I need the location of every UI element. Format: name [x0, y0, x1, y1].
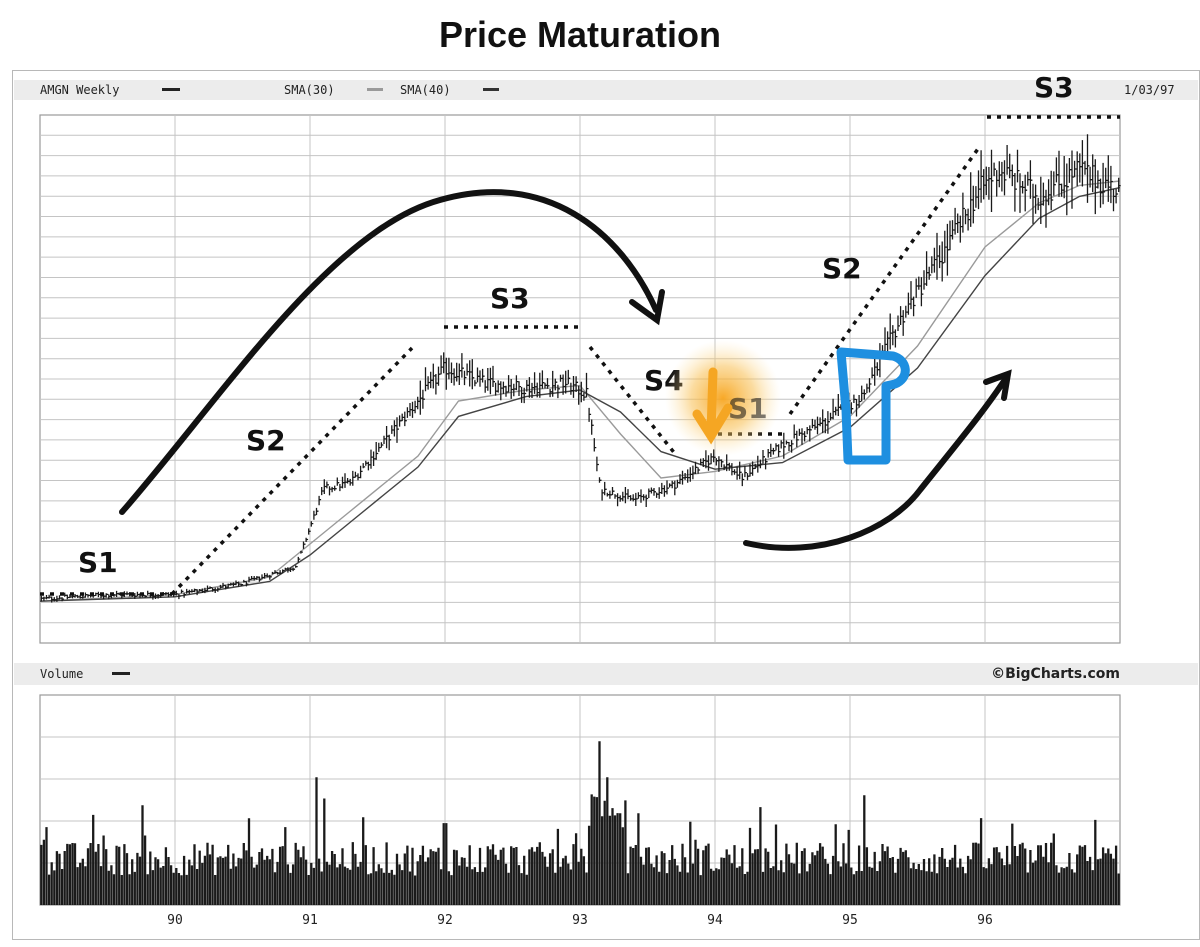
- blue-highlight-marker: [836, 347, 910, 465]
- stage-label-s1-second: S1: [728, 392, 768, 425]
- curved-arrow-down-icon: [119, 189, 665, 515]
- s4-decline-guide: [588, 345, 678, 457]
- volume-bars-group: [40, 741, 1120, 905]
- x-tick-label: 93: [572, 913, 588, 928]
- stage-label-s3-second: S3: [1034, 71, 1074, 104]
- sma40-label: SMA(40): [400, 83, 451, 97]
- copyright-label: ©BigCharts.com: [991, 666, 1120, 682]
- sma30-line: [39, 180, 1121, 602]
- volume-header-band: [14, 663, 1198, 685]
- x-tick-label: 96: [977, 913, 993, 928]
- sma40-legend-swatch: [483, 88, 499, 91]
- s2-second-rise-guide: [788, 144, 982, 416]
- stage-label-s2-second: S2: [822, 252, 862, 285]
- sma30-legend-swatch: [367, 88, 383, 91]
- ticker-legend-swatch: [162, 88, 180, 91]
- volume-bars: [40, 741, 1120, 905]
- ticker-label: AMGN Weekly: [40, 83, 119, 97]
- orange-glow: [665, 340, 781, 456]
- down-arrow-icon: [692, 367, 733, 445]
- volume-label: Volume: [40, 667, 83, 681]
- x-tick-label: 91: [302, 913, 318, 928]
- price-grid: [40, 115, 1120, 643]
- x-tick-label: 95: [842, 913, 858, 928]
- x-tick-label: 90: [167, 913, 183, 928]
- curved-arrow-up-icon: [743, 369, 1012, 551]
- sma40-line: [39, 186, 1121, 602]
- stage-label-s3: S3: [490, 282, 530, 315]
- stage-label-s2: S2: [246, 424, 286, 457]
- stage-label-s1: S1: [78, 546, 118, 579]
- volume-legend-swatch: [112, 672, 130, 675]
- sma30-label: SMA(30): [284, 83, 335, 97]
- orange-highlight: [665, 340, 781, 456]
- x-axis-ticks: 90 91 92 93 94 95 96: [167, 913, 993, 928]
- s2-rise-guide: [170, 346, 414, 596]
- x-tick-label: 92: [437, 913, 453, 928]
- x-tick-label: 94: [707, 913, 723, 928]
- date-label: 1/03/97: [1124, 83, 1175, 97]
- chart-title: Price Maturation: [438, 14, 722, 55]
- price-header-band: [14, 80, 1198, 100]
